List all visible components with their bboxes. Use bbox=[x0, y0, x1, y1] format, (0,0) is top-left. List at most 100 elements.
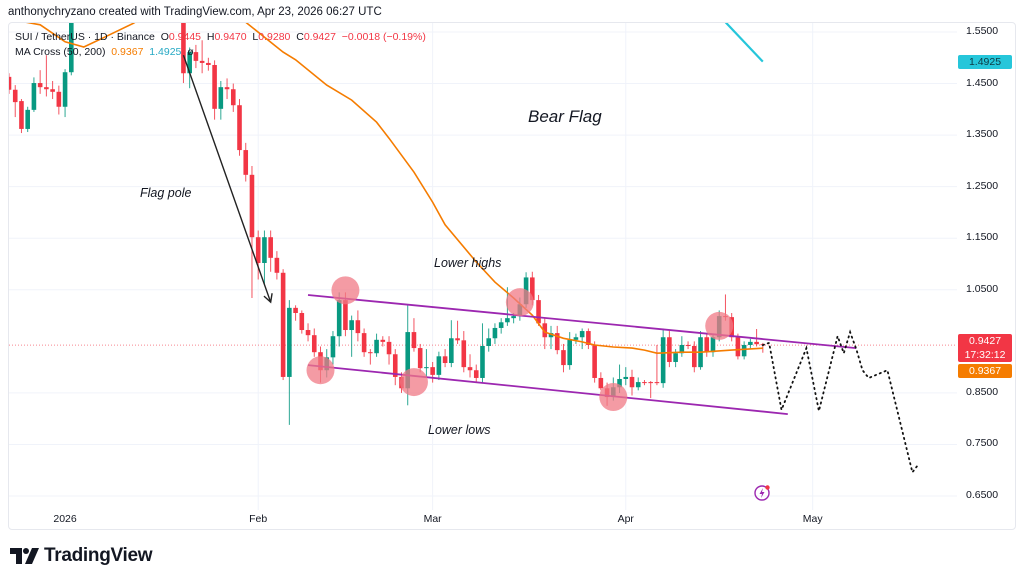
candle-body bbox=[343, 300, 348, 331]
symbol-name[interactable]: SUI / TetherUS · 1D · Binance bbox=[15, 31, 155, 43]
candle bbox=[735, 333, 741, 360]
candle-body bbox=[567, 339, 572, 366]
close-value: 0.9427 bbox=[303, 31, 336, 43]
candle bbox=[287, 300, 292, 425]
candle-body bbox=[9, 76, 12, 90]
candle-body bbox=[748, 341, 753, 345]
candle-body bbox=[573, 337, 579, 340]
candle-body bbox=[187, 52, 192, 74]
candle-body bbox=[193, 52, 199, 61]
candle-body bbox=[218, 87, 224, 109]
candle-body bbox=[44, 87, 49, 90]
lightning-icon[interactable] bbox=[753, 484, 771, 502]
candle-body bbox=[480, 346, 485, 378]
price-axis-label: 0.6500 bbox=[966, 489, 999, 502]
candle bbox=[623, 367, 629, 386]
bear-flag-label: Bear Flag bbox=[528, 107, 602, 126]
price-axis-label: 1.0500 bbox=[966, 282, 999, 295]
candle bbox=[741, 341, 747, 360]
candle-body bbox=[349, 320, 354, 331]
candle bbox=[44, 55, 49, 97]
change-value: −0.0018 (−0.19%) bbox=[341, 31, 426, 43]
candle bbox=[249, 166, 255, 299]
candle bbox=[567, 332, 572, 370]
candle bbox=[19, 99, 24, 134]
candle-body bbox=[617, 378, 622, 388]
candle-body bbox=[274, 257, 280, 273]
candle-body bbox=[424, 367, 429, 369]
candle bbox=[368, 349, 373, 365]
candle-body bbox=[361, 333, 367, 353]
candle-body bbox=[455, 338, 460, 341]
price-axis-label: 1.4500 bbox=[966, 76, 999, 89]
candle bbox=[442, 349, 448, 368]
candle bbox=[268, 230, 273, 272]
candle bbox=[424, 349, 429, 378]
channel-lower-line bbox=[307, 364, 788, 415]
candle bbox=[50, 80, 55, 100]
candle bbox=[181, 23, 186, 84]
time-axis-label: May bbox=[802, 513, 823, 525]
eye-icon[interactable]: ø bbox=[187, 46, 194, 58]
candle-body bbox=[492, 327, 498, 339]
candle bbox=[237, 99, 242, 156]
candle-body bbox=[181, 23, 186, 74]
candle-body bbox=[417, 348, 423, 369]
candle bbox=[654, 344, 660, 386]
candle-body bbox=[542, 323, 548, 338]
candle bbox=[480, 323, 485, 383]
candle-body bbox=[212, 64, 217, 109]
tradingview-logo-icon bbox=[10, 548, 39, 564]
candle-body bbox=[654, 382, 660, 384]
candle-body bbox=[648, 382, 653, 384]
tradingview-logo[interactable]: TradingView bbox=[10, 545, 153, 567]
highlight-circle bbox=[705, 311, 734, 340]
candle-body bbox=[224, 87, 230, 90]
open-value: 0.9445 bbox=[168, 31, 202, 43]
candle-body bbox=[206, 62, 211, 65]
candle bbox=[274, 251, 280, 280]
time-axis-label: 2026 bbox=[53, 513, 77, 525]
candle bbox=[592, 341, 597, 383]
time-axis-label: Feb bbox=[249, 513, 268, 525]
candle bbox=[586, 328, 591, 350]
candle-body bbox=[642, 382, 647, 384]
candle-body bbox=[461, 340, 467, 368]
candle-body bbox=[561, 350, 566, 366]
candle bbox=[206, 57, 211, 71]
chart-credit: anthonychryzano created with TradingView… bbox=[8, 6, 382, 18]
candle-body bbox=[754, 341, 759, 345]
candle-body bbox=[667, 337, 672, 362]
candle-body bbox=[262, 237, 267, 263]
candle bbox=[579, 328, 585, 350]
candle-body bbox=[62, 72, 68, 107]
candle bbox=[37, 70, 43, 94]
time-axis-label: Apr bbox=[617, 513, 634, 525]
arrow-head-icon bbox=[263, 293, 273, 304]
projection-path bbox=[761, 329, 920, 475]
candle bbox=[212, 60, 217, 120]
candle bbox=[187, 47, 192, 89]
candle bbox=[455, 320, 460, 344]
price-axis-label: 1.2500 bbox=[966, 179, 999, 192]
candle bbox=[12, 85, 18, 118]
candle-body bbox=[50, 89, 55, 92]
candle-body bbox=[467, 367, 473, 371]
indicator-name[interactable]: MA Cross (50, 200) bbox=[15, 46, 106, 58]
candle-body bbox=[19, 101, 24, 129]
candle bbox=[218, 80, 224, 120]
candle-body bbox=[305, 330, 311, 336]
candle-body bbox=[710, 337, 716, 353]
flag-pole-label: Flag pole bbox=[140, 186, 192, 200]
candle bbox=[25, 106, 30, 133]
ma50-price-tag: 0.9367 bbox=[958, 364, 1012, 378]
candle bbox=[692, 341, 697, 373]
candle-body bbox=[330, 336, 336, 358]
candle bbox=[467, 354, 473, 378]
countdown-tag: 17:32:12 bbox=[958, 348, 1012, 362]
candle bbox=[486, 328, 492, 352]
candle-body bbox=[311, 335, 317, 353]
candle bbox=[255, 230, 261, 280]
tradingview-logo-text: TradingView bbox=[44, 545, 153, 566]
